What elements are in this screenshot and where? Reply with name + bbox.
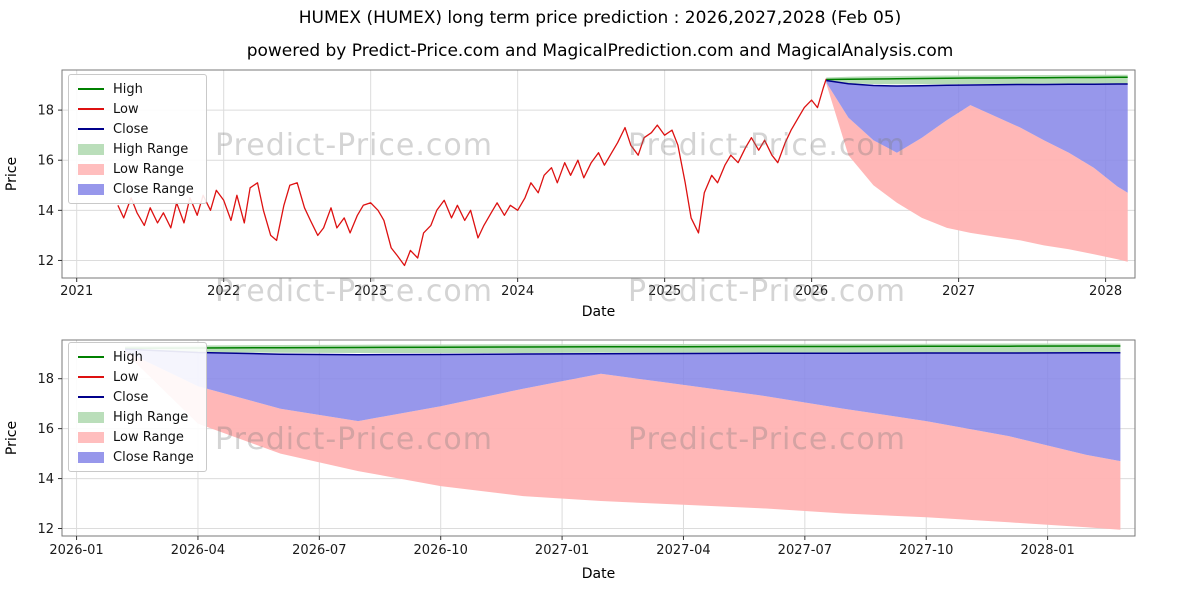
y-axis-label: Price (4, 421, 20, 455)
legend-label: High Range (113, 141, 189, 157)
legend-item-high-range: High Range (78, 409, 194, 425)
y-axis-label: Price (4, 157, 20, 191)
legend-item-close: Close (78, 389, 194, 405)
main-chart-legend: High Low Close High Range Low Range Close Ran… (68, 74, 207, 204)
close-line-swatch (78, 395, 104, 399)
x-tick-label: 2028 (1089, 284, 1122, 299)
x-tick-label: 2023 (354, 284, 387, 299)
legend-item-high: High (78, 349, 194, 365)
legend-label: Close (113, 389, 149, 405)
legend-item-close-range: Close Range (78, 449, 194, 465)
low-range-patch-swatch (78, 431, 104, 443)
y-tick-label: 18 (37, 372, 54, 387)
y-tick-label: 14 (37, 472, 54, 487)
close-prediction-line (125, 348, 1121, 356)
low-range-patch-swatch (78, 163, 104, 175)
low-line-swatch (78, 107, 104, 111)
close-range-patch-swatch (78, 451, 104, 463)
main-price-chart: 2021 2022 2023 2024 2025 2026 2027 2028 12 14 16 18… (4, 69, 1136, 320)
x-tick-label: 2022 (207, 284, 240, 299)
x-tick-label: 2026-04 (171, 543, 225, 558)
x-tick-label: 2026 (795, 284, 828, 299)
x-tick-label: 2027-07 (778, 543, 832, 558)
legend-item-high-range: High Range (78, 141, 194, 157)
high-range-patch-swatch (78, 411, 104, 423)
low-range-band (125, 351, 1121, 530)
legend-label: Low Range (113, 429, 184, 445)
legend-item-low-range: Low Range (78, 429, 194, 445)
prediction-zoom-chart: 2026-01 2026-04 2026-07 2026-10 2027-01 2027-… (4, 339, 1136, 582)
low-range-band (826, 82, 1128, 262)
high-range-patch-swatch (78, 143, 104, 155)
legend-item-high: High (78, 81, 194, 97)
close-line-swatch (78, 127, 104, 131)
legend-item-low: Low (78, 101, 194, 117)
high-line-swatch (78, 87, 104, 91)
y-tick-label: 18 (37, 104, 54, 119)
legend-label: Close Range (113, 181, 194, 197)
y-tick-label: 16 (37, 154, 54, 169)
close-range-band (125, 349, 1121, 462)
legend-label: Close Range (113, 449, 194, 465)
x-tick-label: 2024 (501, 284, 534, 299)
y-tick-label: 14 (37, 204, 54, 219)
low-history-line (117, 78, 827, 267)
x-tick-label: 2026-07 (292, 543, 346, 558)
y-tick-label: 16 (37, 422, 54, 437)
x-tick-label: 2026-10 (414, 543, 468, 558)
legend-label: High (113, 81, 143, 97)
x-tick-label: 2027-01 (535, 543, 589, 558)
y-tick-label: 12 (37, 522, 54, 537)
figure-title: HUMEX (HUMEX) long term price prediction… (298, 8, 902, 28)
x-tick-label: 2021 (60, 284, 93, 299)
legend-label: High (113, 349, 143, 365)
x-tick-label: 2027 (942, 284, 975, 299)
high-line-swatch (78, 355, 104, 359)
x-tick-label: 2026-01 (49, 543, 103, 558)
legend-item-low-range: Low Range (78, 161, 194, 177)
x-tick-label: 2025 (648, 284, 681, 299)
x-tick-label: 2027-04 (656, 543, 710, 558)
figure-subtitle: powered by Predict-Price.com and Magical… (246, 41, 954, 61)
y-tick-label: 12 (37, 254, 54, 269)
close-prediction-line (826, 79, 1128, 87)
x-tick-label: 2027-10 (899, 543, 953, 558)
legend-label: Low (113, 101, 139, 117)
legend-label: Low Range (113, 161, 184, 177)
close-range-band (826, 80, 1128, 193)
high-prediction-line (826, 76, 1128, 81)
plot-border (61, 339, 1136, 537)
legend-item-low: Low (78, 369, 194, 385)
x-tick-label: 2028-01 (1020, 543, 1074, 558)
zoom-chart-legend: High Low Close High Range Low Range Close Ran… (68, 342, 207, 472)
low-line-swatch (78, 375, 104, 379)
plot-border (61, 69, 1136, 279)
legend-item-close: Close (78, 121, 194, 137)
legend-label: Low (113, 369, 139, 385)
legend-label: Close (113, 121, 149, 137)
close-range-patch-swatch (78, 183, 104, 195)
high-prediction-line (125, 345, 1121, 349)
x-axis-label: Date (582, 304, 615, 320)
x-axis-label: Date (582, 566, 615, 582)
legend-item-close-range: Close Range (78, 181, 194, 197)
legend-label: High Range (113, 409, 189, 425)
